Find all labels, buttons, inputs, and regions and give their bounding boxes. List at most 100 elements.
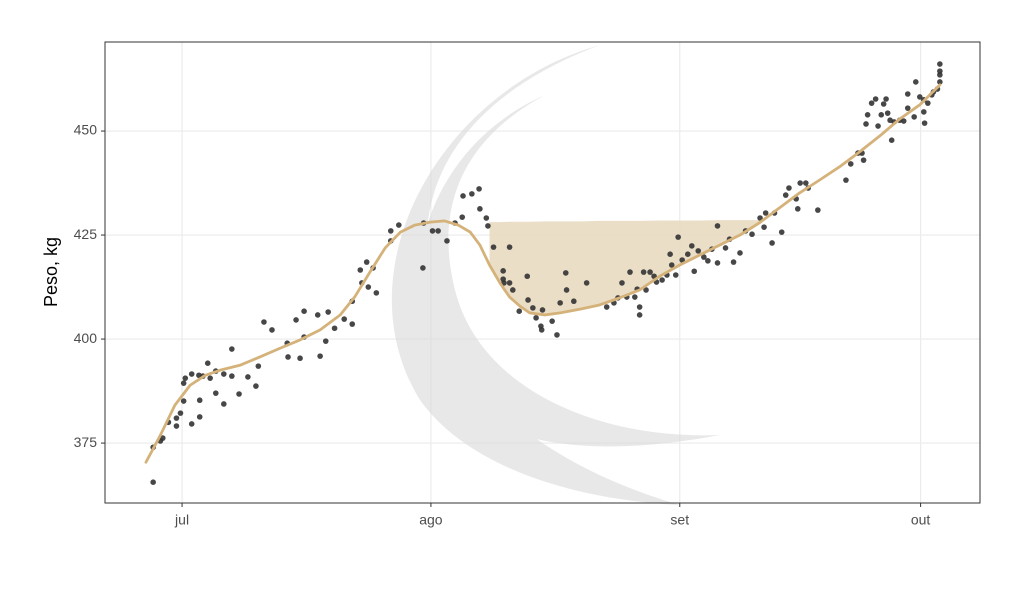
point	[221, 371, 227, 377]
point	[150, 479, 156, 485]
point	[196, 414, 203, 420]
point	[647, 269, 653, 275]
point	[204, 360, 211, 367]
point	[695, 248, 702, 254]
point	[803, 180, 809, 186]
point	[207, 375, 213, 381]
point	[557, 300, 563, 306]
point	[562, 270, 569, 276]
point	[786, 185, 792, 191]
point	[679, 257, 685, 263]
point	[509, 287, 516, 293]
point	[667, 251, 673, 257]
y-tick-label: 450	[74, 122, 98, 138]
point	[196, 397, 203, 404]
point	[912, 79, 919, 85]
x-tick-label: out	[911, 512, 931, 528]
point	[868, 100, 875, 106]
point	[563, 287, 570, 293]
point	[460, 193, 466, 199]
point	[177, 410, 184, 416]
point	[180, 380, 187, 386]
point	[921, 120, 928, 126]
point	[331, 325, 338, 332]
point	[490, 244, 497, 250]
point	[847, 161, 854, 167]
point	[483, 215, 490, 221]
point	[261, 319, 267, 325]
point	[749, 231, 755, 238]
point	[571, 298, 577, 305]
point	[636, 304, 643, 310]
point	[875, 123, 881, 129]
point	[269, 327, 275, 333]
point	[506, 244, 513, 250]
point	[762, 210, 769, 216]
point	[884, 110, 891, 116]
point	[864, 112, 871, 118]
point	[325, 309, 331, 315]
point	[675, 234, 681, 240]
point	[363, 259, 370, 265]
point	[937, 79, 943, 85]
point	[921, 109, 927, 115]
point	[878, 112, 885, 118]
point	[173, 423, 180, 429]
point	[188, 421, 195, 427]
point	[691, 268, 698, 275]
point	[180, 398, 187, 404]
point	[477, 206, 483, 212]
point	[322, 338, 329, 344]
point	[689, 243, 695, 249]
point	[459, 214, 466, 220]
panel-border	[104, 41, 981, 504]
y-axis-label: Peso, kg	[41, 237, 61, 307]
point	[737, 250, 743, 256]
point	[782, 192, 789, 198]
x-tick-label: jul	[174, 512, 189, 528]
point	[640, 269, 647, 275]
point	[705, 258, 711, 264]
point	[357, 267, 364, 273]
point	[301, 308, 307, 314]
point	[221, 401, 227, 407]
point	[293, 317, 299, 323]
point	[533, 315, 539, 321]
point	[925, 100, 931, 106]
point	[636, 312, 643, 318]
point	[815, 207, 821, 213]
point	[476, 186, 482, 192]
point	[797, 180, 803, 186]
point	[672, 272, 679, 278]
y-tick-label: 400	[74, 330, 98, 346]
point	[722, 245, 729, 251]
point	[365, 284, 372, 290]
point	[549, 318, 555, 324]
point	[285, 354, 291, 360]
point	[182, 375, 189, 381]
point	[778, 229, 785, 235]
point	[212, 390, 219, 396]
point	[314, 312, 321, 318]
point	[714, 260, 721, 266]
point	[229, 373, 235, 379]
point	[684, 251, 691, 257]
point	[188, 371, 195, 377]
point	[420, 265, 426, 271]
point	[904, 91, 911, 97]
point	[255, 363, 262, 369]
point	[583, 280, 590, 286]
point	[387, 228, 394, 234]
point	[900, 118, 907, 124]
point	[444, 238, 450, 244]
point	[159, 435, 166, 441]
x-tick-label: set	[670, 512, 689, 528]
point	[730, 259, 737, 265]
point	[297, 355, 303, 362]
point	[469, 191, 475, 197]
point	[904, 105, 911, 111]
point	[245, 374, 251, 380]
point	[714, 223, 721, 229]
point	[525, 297, 531, 303]
